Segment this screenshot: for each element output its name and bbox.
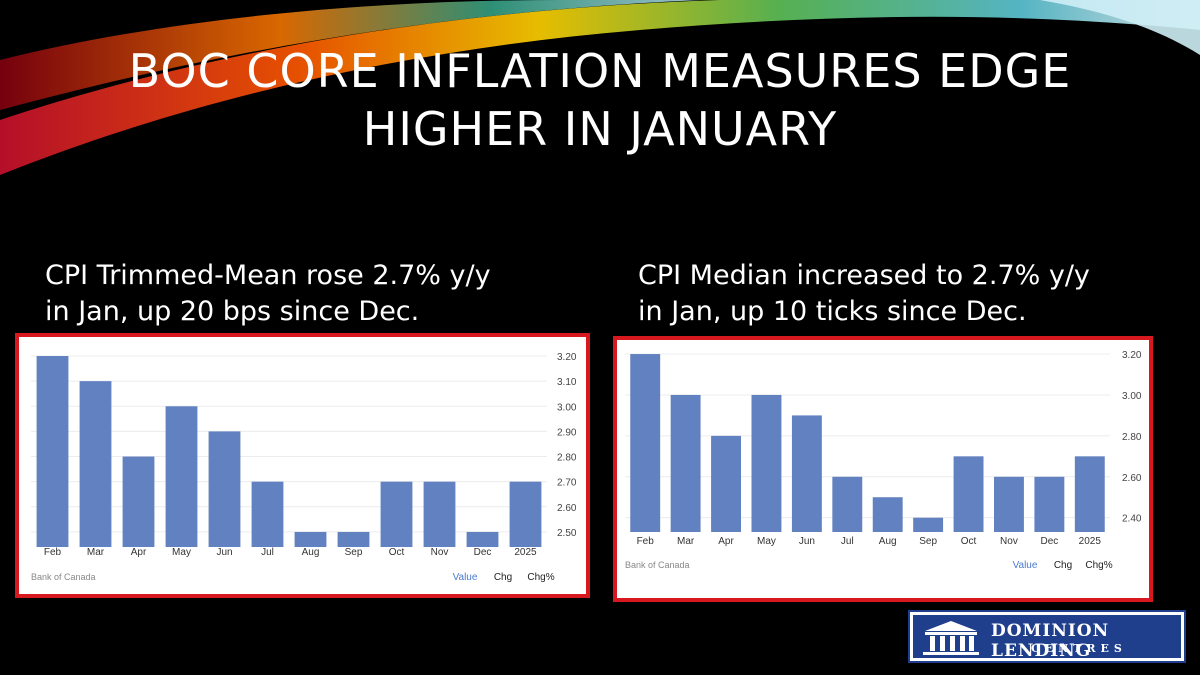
bar[interactable] [832, 476, 863, 532]
y-tick-label: 3.00 [557, 402, 577, 413]
y-tick-label: 2.60 [1122, 473, 1142, 484]
y-tick-label: 3.20 [1122, 350, 1142, 361]
decorative-swoosh [0, 0, 1200, 175]
bar[interactable] [1074, 456, 1105, 532]
left-caption-line-2: in Jan, up 20 bps since Dec. [45, 296, 420, 327]
bar[interactable] [423, 481, 456, 547]
bar[interactable] [994, 476, 1024, 532]
y-tick-label: 3.20 [557, 352, 577, 363]
x-tick-label: Apr [718, 536, 734, 547]
legend-toggle-chg-pct[interactable]: Chg% [527, 572, 554, 583]
bar[interactable] [294, 531, 327, 547]
bar[interactable] [751, 394, 782, 532]
y-tick-label: 2.50 [557, 528, 577, 539]
bar[interactable] [208, 431, 241, 547]
logo-text-line-2: CENTRES [1031, 642, 1127, 655]
bar[interactable] [711, 435, 741, 532]
logo-text-line-1: DOMINION LENDING [991, 621, 1110, 661]
bar[interactable] [122, 456, 155, 547]
x-tick-label: Jun [799, 536, 815, 547]
median-chart-frame: 3.20 3.00 2.80 2.60 2.40 Feb Mar Apr May Jun Jul Au… [613, 336, 1153, 602]
x-tick-label: 2025 [1079, 536, 1102, 547]
x-tick-label: May [757, 536, 776, 547]
chart-source-label: Bank of Canada [31, 572, 96, 582]
building-columns-icon [923, 621, 979, 655]
bar[interactable] [953, 456, 984, 532]
y-tick-label: 2.40 [1122, 514, 1142, 525]
legend-toggle-chg[interactable]: Chg [1054, 560, 1072, 571]
x-tick-label: Mar [677, 536, 695, 547]
legend-toggle-value[interactable]: Value [453, 572, 478, 583]
bar[interactable] [1034, 476, 1065, 532]
bar[interactable] [791, 415, 822, 532]
x-tick-label: Dec [1040, 536, 1058, 547]
x-tick-label: Nov [1000, 536, 1018, 547]
bar[interactable] [509, 481, 542, 547]
x-tick-label: Apr [131, 547, 147, 558]
right-caption-line-1: CPI Median increased to 2.7% y/y [638, 260, 1090, 291]
left-chart-caption: CPI Trimmed-Mean rose 2.7% y/y in Jan, u… [45, 258, 491, 330]
x-tick-label: Jul [261, 547, 274, 558]
dominion-lending-logo: DOMINION LENDING CENTRES [908, 610, 1186, 663]
slide-title-line-2: HIGHER IN JANUARY [362, 102, 838, 156]
legend-toggle-chg[interactable]: Chg [494, 572, 512, 583]
y-tick-label: 2.60 [557, 503, 577, 514]
bar[interactable] [36, 356, 69, 547]
x-tick-label: Feb [637, 536, 655, 547]
bar[interactable] [337, 531, 370, 547]
x-tick-label: Jun [216, 547, 232, 558]
bar[interactable] [79, 381, 112, 547]
bar[interactable] [380, 481, 413, 547]
trimmed-mean-bar-chart: 3.20 3.10 3.00 2.90 2.80 2.70 2.60 2.50 Feb Mar Ap… [31, 352, 577, 583]
x-tick-label: Dec [474, 547, 492, 558]
x-tick-label: Sep [345, 547, 363, 558]
bar[interactable] [913, 517, 944, 532]
x-tick-label: Nov [431, 547, 449, 558]
x-tick-label: May [172, 547, 191, 558]
chart-source-label: Bank of Canada [625, 560, 690, 570]
bar[interactable] [165, 406, 198, 547]
x-tick-label: Aug [302, 547, 320, 558]
left-caption-line-1: CPI Trimmed-Mean rose 2.7% y/y [45, 260, 491, 291]
trimmed-mean-chart-frame: 3.20 3.10 3.00 2.90 2.80 2.70 2.60 2.50 Feb Mar Ap… [15, 333, 590, 598]
median-bar-chart: 3.20 3.00 2.80 2.60 2.40 Feb Mar Apr May Jun Jul Au… [625, 350, 1142, 571]
x-tick-label: 2025 [514, 547, 537, 558]
right-chart-caption: CPI Median increased to 2.7% y/y in Jan,… [638, 258, 1090, 330]
x-tick-label: Jul [841, 536, 854, 547]
bar[interactable] [251, 481, 284, 547]
bar[interactable] [670, 394, 701, 532]
legend-toggle-value[interactable]: Value [1013, 560, 1038, 571]
y-tick-label: 2.80 [557, 453, 577, 464]
slide-title-line-1: BOC CORE INFLATION MEASURES EDGE [128, 44, 1072, 98]
right-caption-line-2: in Jan, up 10 ticks since Dec. [638, 296, 1027, 327]
y-tick-label: 2.80 [1122, 432, 1142, 443]
slide-title: BOC CORE INFLATION MEASURES EDGE HIGHER … [0, 42, 1200, 158]
legend-toggle-chg-pct[interactable]: Chg% [1085, 560, 1112, 571]
x-tick-label: Sep [919, 536, 937, 547]
x-tick-label: Mar [87, 547, 105, 558]
x-tick-label: Oct [389, 547, 405, 558]
y-tick-label: 3.10 [557, 377, 577, 388]
x-tick-label: Oct [961, 536, 977, 547]
y-tick-label: 2.90 [557, 427, 577, 438]
x-tick-label: Feb [44, 547, 62, 558]
bar[interactable] [630, 354, 661, 532]
y-tick-label: 3.00 [1122, 391, 1142, 402]
y-tick-label: 2.70 [557, 478, 577, 489]
bar[interactable] [872, 497, 903, 532]
bar[interactable] [466, 531, 499, 547]
x-tick-label: Aug [879, 536, 897, 547]
